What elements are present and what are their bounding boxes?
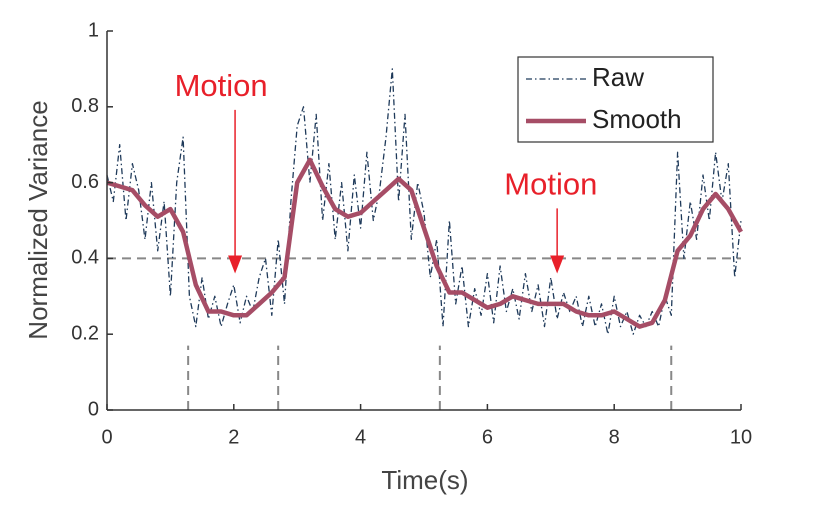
annotation-arrowhead [550,255,565,274]
x-tick-label: 4 [355,426,366,448]
x-axis-label: Time(s) [381,465,468,495]
x-tick-label: 2 [228,426,239,448]
y-tick-label: 0.8 [71,95,99,117]
y-axis-label: Normalized Variance [23,100,53,339]
y-tick-label: 0.6 [71,171,99,193]
x-tick-label: 0 [101,426,112,448]
y-tick-label: 1 [88,19,99,41]
series-line [106,157,743,329]
y-tick-label: 0.4 [71,247,99,269]
y-tick-label: 0.2 [71,322,99,344]
y-tick-label: 0 [88,398,99,420]
x-tick-label: 6 [482,426,493,448]
series-line [106,68,742,335]
x-tick-label: 8 [609,426,620,448]
legend-box [517,56,714,143]
annotation-text: Motion [175,68,268,103]
x-tick-label: 10 [730,426,752,448]
legend-label: Raw [592,62,644,92]
annotation-text: Motion [504,167,597,202]
annotation-arrowhead [228,255,243,274]
legend-label: Smooth [592,104,682,134]
